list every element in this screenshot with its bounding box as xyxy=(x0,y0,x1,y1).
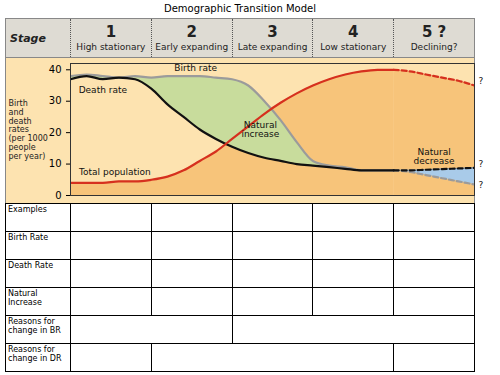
html-text:Death Rate: Death Rate xyxy=(8,261,54,270)
html-text:Birth Rate: Birth Rate xyxy=(8,233,49,242)
html-text:Natural Increase: Natural Increase xyxy=(8,289,42,307)
svg-text:Death rate: Death rate xyxy=(79,85,128,95)
html-text:Reasons for change in DR: Reasons for change in DR xyxy=(8,345,62,363)
html-text:4: 4 xyxy=(348,22,359,41)
html-text:5 ?: 5 ? xyxy=(421,22,447,41)
svg-text:Birthanddeathrates(per 1000peo: Birthanddeathrates(per 1000peopleper yea… xyxy=(9,99,48,161)
svg-text:Naturalincrease: Naturalincrease xyxy=(241,120,279,139)
html-text:High stationary: High stationary xyxy=(76,41,146,52)
svg-text:?: ? xyxy=(479,159,484,169)
svg-text:20: 20 xyxy=(49,127,62,138)
html-text:Late expanding: Late expanding xyxy=(237,41,308,52)
html-text:2: 2 xyxy=(186,22,197,41)
html-text:Early expanding: Early expanding xyxy=(155,41,229,52)
html-text:Stage: Stage xyxy=(10,31,46,45)
html-text:Demographic Transition Model: Demographic Transition Model xyxy=(164,3,316,14)
html-text:Declining?: Declining? xyxy=(410,41,458,52)
svg-text:Naturaldecrease: Naturaldecrease xyxy=(414,147,455,166)
svg-text:30: 30 xyxy=(49,95,62,106)
html-text:Low stationary: Low stationary xyxy=(320,41,387,52)
svg-text:Total population: Total population xyxy=(78,167,151,177)
svg-text:40: 40 xyxy=(49,64,62,75)
html-text:3: 3 xyxy=(267,22,278,41)
svg-text:10: 10 xyxy=(49,158,62,169)
svg-text:Birth rate: Birth rate xyxy=(174,63,217,73)
html-text:Examples: Examples xyxy=(8,205,47,214)
html-text:Reasons for change in BR: Reasons for change in BR xyxy=(8,317,61,335)
html-text:1: 1 xyxy=(105,22,117,41)
svg-text:0: 0 xyxy=(55,190,61,201)
svg-text:?: ? xyxy=(479,180,484,190)
svg-text:?: ? xyxy=(479,76,484,86)
